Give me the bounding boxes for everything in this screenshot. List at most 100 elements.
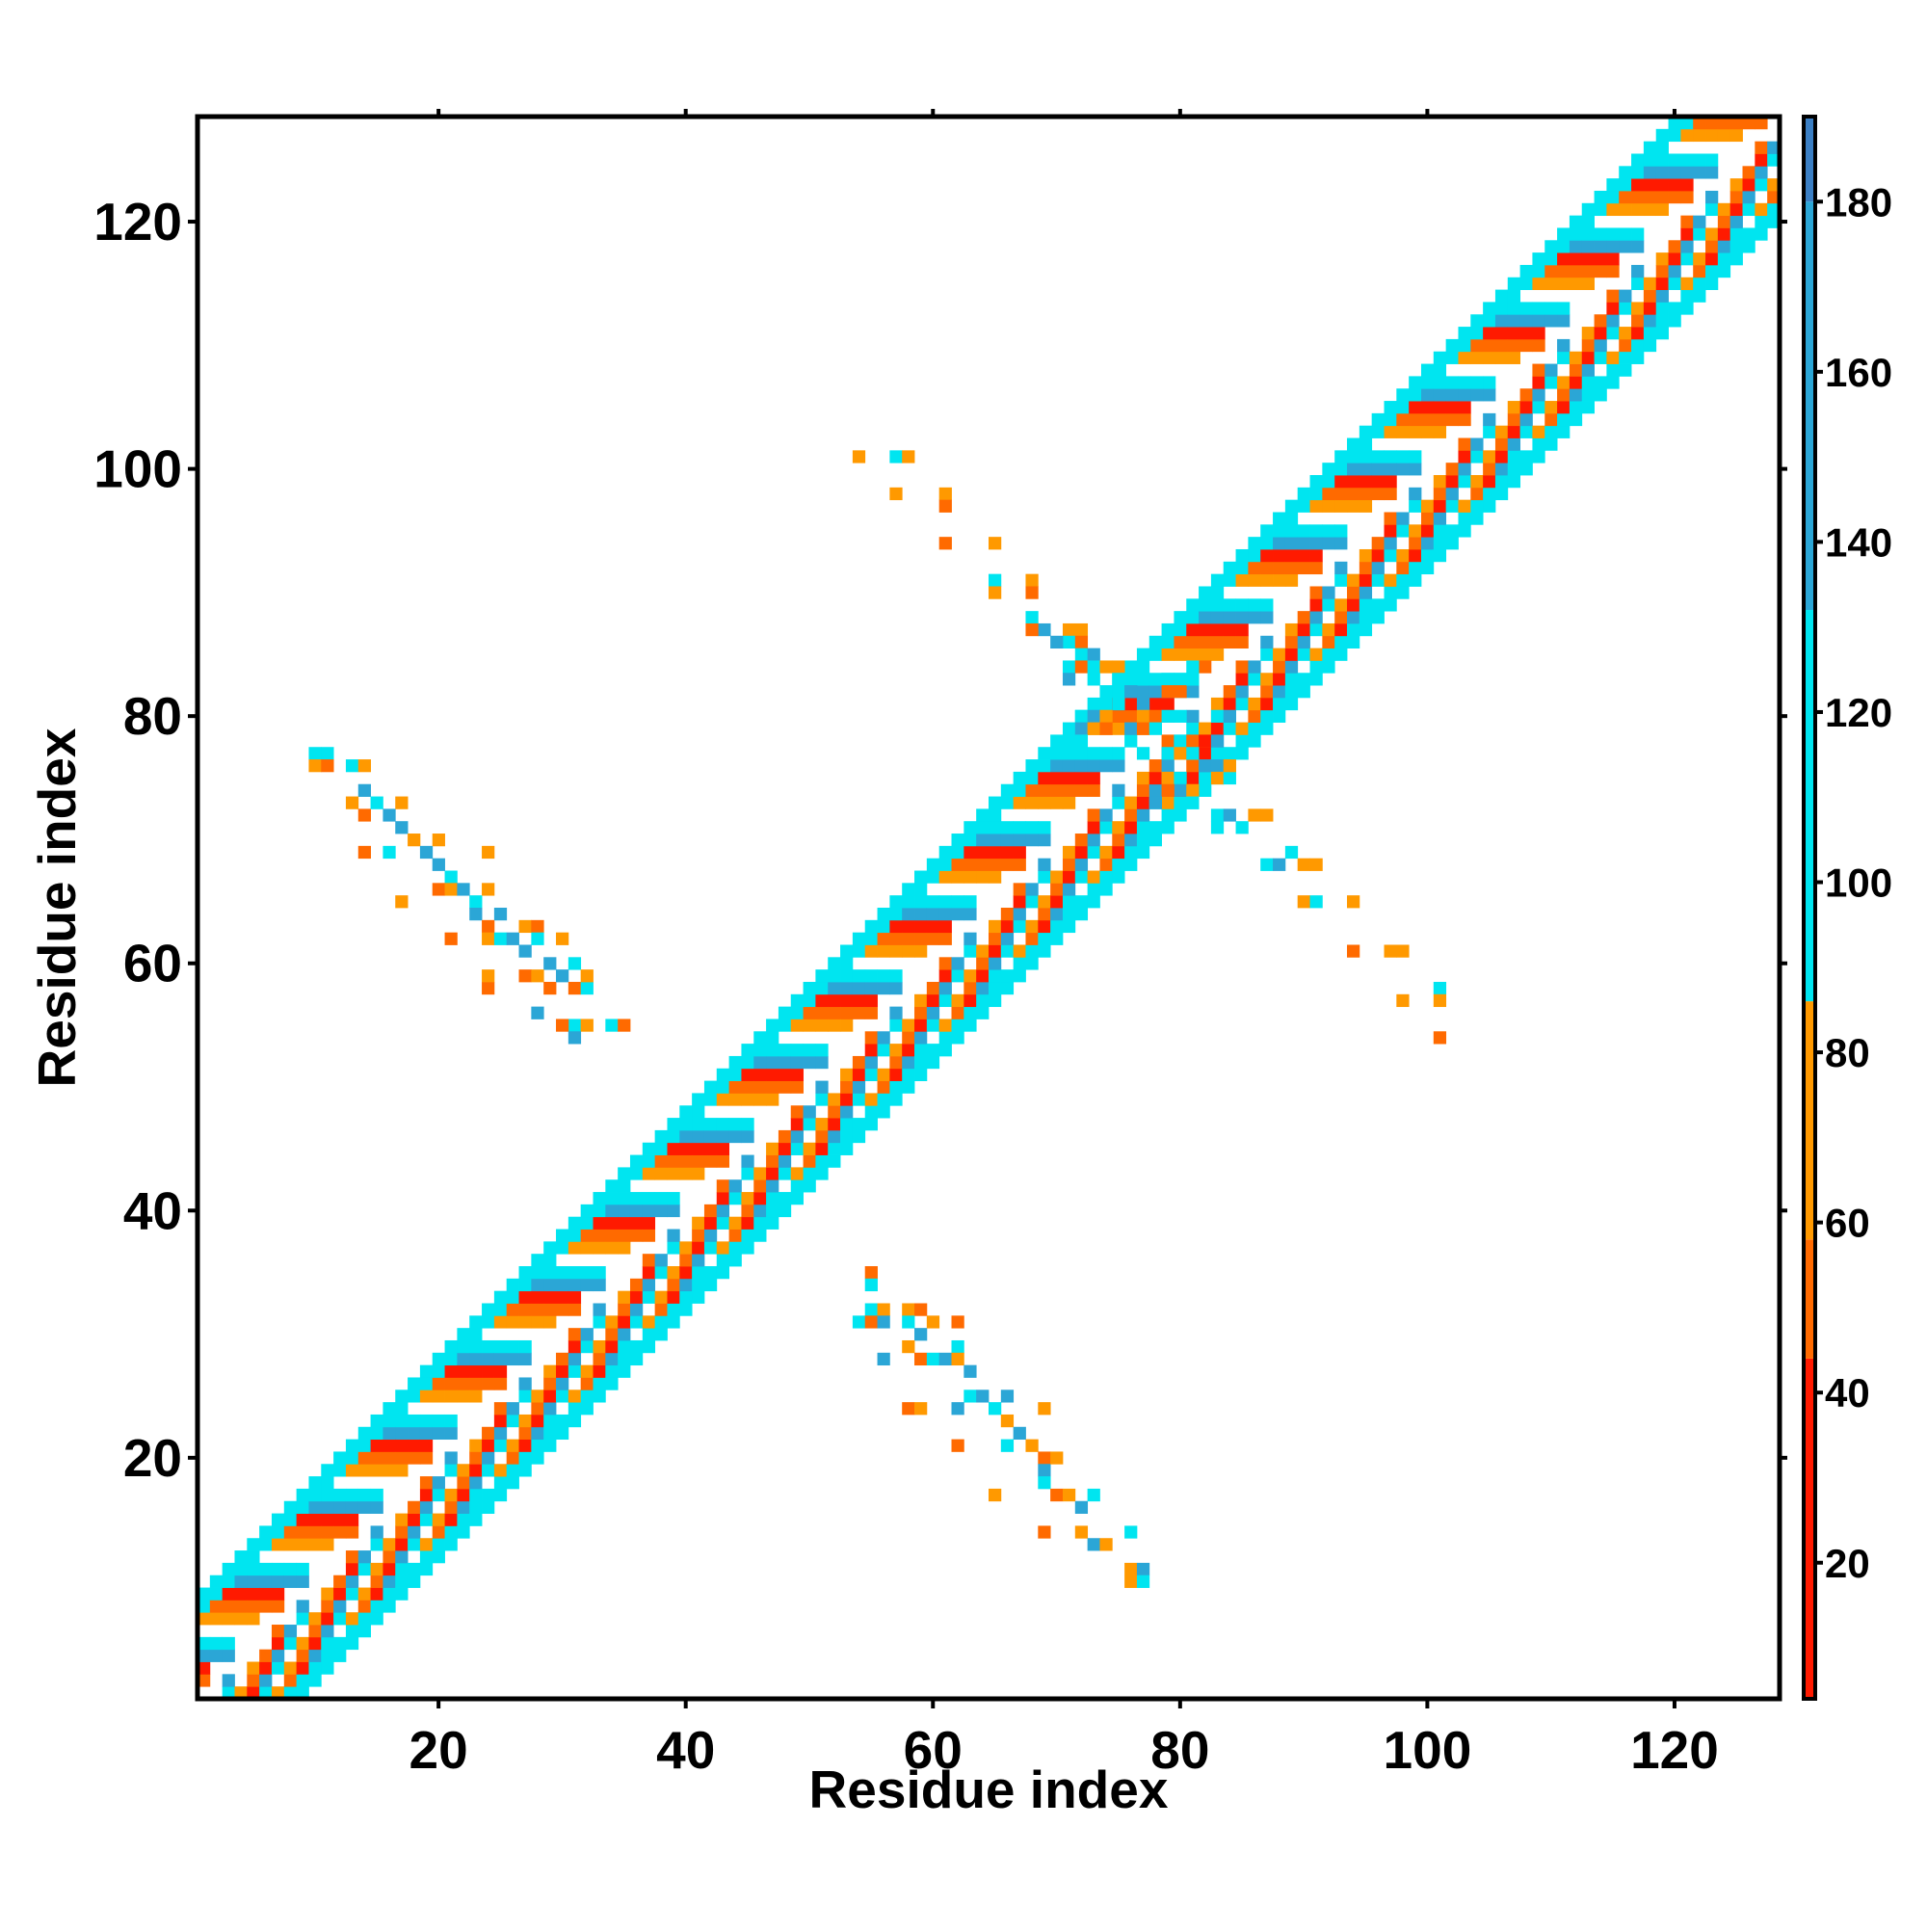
heatmap-cell: [1174, 783, 1187, 797]
heatmap-cell: [815, 1167, 829, 1180]
heatmap-cell: [1050, 932, 1064, 945]
heatmap-cell: [1136, 1575, 1150, 1588]
heatmap-cell: [926, 932, 940, 945]
heatmap-cell: [1210, 622, 1225, 637]
heatmap-cell: [1619, 240, 1632, 253]
heatmap-cell: [1124, 660, 1138, 674]
heatmap-cell: [1717, 264, 1731, 278]
heatmap-cell: [926, 908, 940, 921]
heatmap-cell: [1174, 796, 1187, 809]
heatmap-cell: [568, 1229, 582, 1242]
heatmap-cell: [778, 1167, 792, 1180]
heatmap-cell: [1124, 722, 1138, 735]
heatmap-cell: [1099, 722, 1113, 735]
heatmap-cell: [728, 1241, 742, 1255]
heatmap-cell: [383, 1414, 396, 1428]
heatmap-cell: [864, 932, 878, 945]
heatmap-cell: [926, 895, 940, 909]
heatmap-cell: [964, 895, 977, 909]
heatmap-cell: [1705, 202, 1719, 217]
heatmap-cell: [1755, 202, 1768, 217]
heatmap-cell: [506, 1315, 519, 1329]
heatmap-cell: [271, 1513, 285, 1526]
heatmap-cell: [1581, 327, 1595, 340]
heatmap-cell: [1210, 648, 1225, 661]
heatmap-cell: [1557, 351, 1571, 364]
heatmap-cell: [654, 1315, 668, 1329]
heatmap-cell: [1606, 240, 1620, 253]
heatmap-cell: [333, 1575, 347, 1588]
heatmap-cell: [259, 1661, 273, 1675]
heatmap-cell: [333, 1513, 347, 1526]
heatmap-cell: [1384, 412, 1397, 427]
heatmap-cell: [1248, 660, 1261, 674]
heatmap-cell: [1445, 487, 1459, 501]
heatmap-cell: [1284, 573, 1299, 587]
heatmap-cell: [1532, 327, 1545, 340]
heatmap-cell: [679, 1290, 693, 1304]
heatmap-cell: [1112, 821, 1125, 834]
heatmap-cell: [938, 845, 952, 860]
heatmap-cell: [1532, 302, 1545, 315]
heatmap-cell: [1693, 227, 1706, 241]
heatmap-cell: [234, 1550, 248, 1564]
y-tick-label: 80: [123, 686, 182, 746]
heatmap-cell: [803, 1142, 816, 1155]
heatmap-cell: [568, 1266, 582, 1280]
heatmap-cell: [432, 858, 445, 871]
heatmap-cell: [629, 1339, 644, 1354]
heatmap-cell: [506, 1414, 519, 1428]
y-tick-label: 20: [123, 1428, 182, 1488]
heatmap-cell: [778, 1142, 792, 1155]
heatmap-cell: [716, 1093, 730, 1106]
heatmap-cell: [753, 1044, 767, 1057]
heatmap-cell: [308, 1636, 322, 1651]
heatmap-cell: [840, 981, 854, 995]
heatmap-cell: [506, 1476, 519, 1490]
heatmap-cell: [419, 845, 434, 860]
heatmap-cell: [1273, 685, 1286, 699]
heatmap-cell: [357, 1587, 371, 1601]
heatmap-cell: [1483, 425, 1496, 438]
heatmap-cell: [333, 1451, 347, 1465]
heatmap-cell: [1050, 796, 1064, 809]
heatmap-cell: [618, 1192, 631, 1205]
heatmap-cell: [1755, 117, 1768, 130]
heatmap-cell: [1655, 327, 1669, 340]
heatmap-cell: [247, 1612, 260, 1626]
heatmap-cell: [1742, 240, 1755, 253]
heatmap-cell: [976, 1389, 990, 1403]
heatmap-cell: [568, 1364, 582, 1378]
heatmap-cell: [283, 1538, 298, 1551]
heatmap-cell: [654, 1154, 668, 1168]
heatmap-cell: [914, 932, 928, 945]
heatmap-cell: [1409, 499, 1422, 513]
heatmap-cell: [1050, 919, 1064, 934]
heatmap-cell: [1483, 376, 1496, 389]
heatmap-cell: [1643, 178, 1657, 192]
heatmap-cell: [877, 944, 890, 958]
heatmap-cell: [753, 1229, 767, 1242]
heatmap-cell: [728, 1216, 742, 1230]
heatmap-cell: [1248, 709, 1261, 723]
heatmap-cell: [1594, 376, 1607, 389]
heatmap-cell: [1581, 264, 1595, 278]
heatmap-cell: [370, 1500, 383, 1514]
heatmap-cell: [531, 1315, 544, 1329]
heatmap-cell: [1334, 622, 1348, 637]
heatmap-cell: [333, 1612, 347, 1626]
heatmap-cell: [914, 883, 928, 896]
heatmap-cell: [605, 1339, 619, 1354]
heatmap-cell: [1297, 499, 1310, 513]
heatmap-cell: [1161, 808, 1175, 822]
heatmap-cell: [1668, 190, 1681, 204]
heatmap-cell: [815, 1118, 829, 1131]
heatmap-cell: [964, 932, 977, 945]
heatmap-cell: [493, 1439, 508, 1452]
heatmap-cell: [482, 1488, 495, 1502]
heatmap-cell: [357, 1562, 371, 1576]
heatmap-cell: [1396, 573, 1410, 587]
heatmap-cell: [345, 1488, 359, 1502]
heatmap-cell: [469, 895, 483, 909]
heatmap-cell: [716, 1129, 730, 1144]
